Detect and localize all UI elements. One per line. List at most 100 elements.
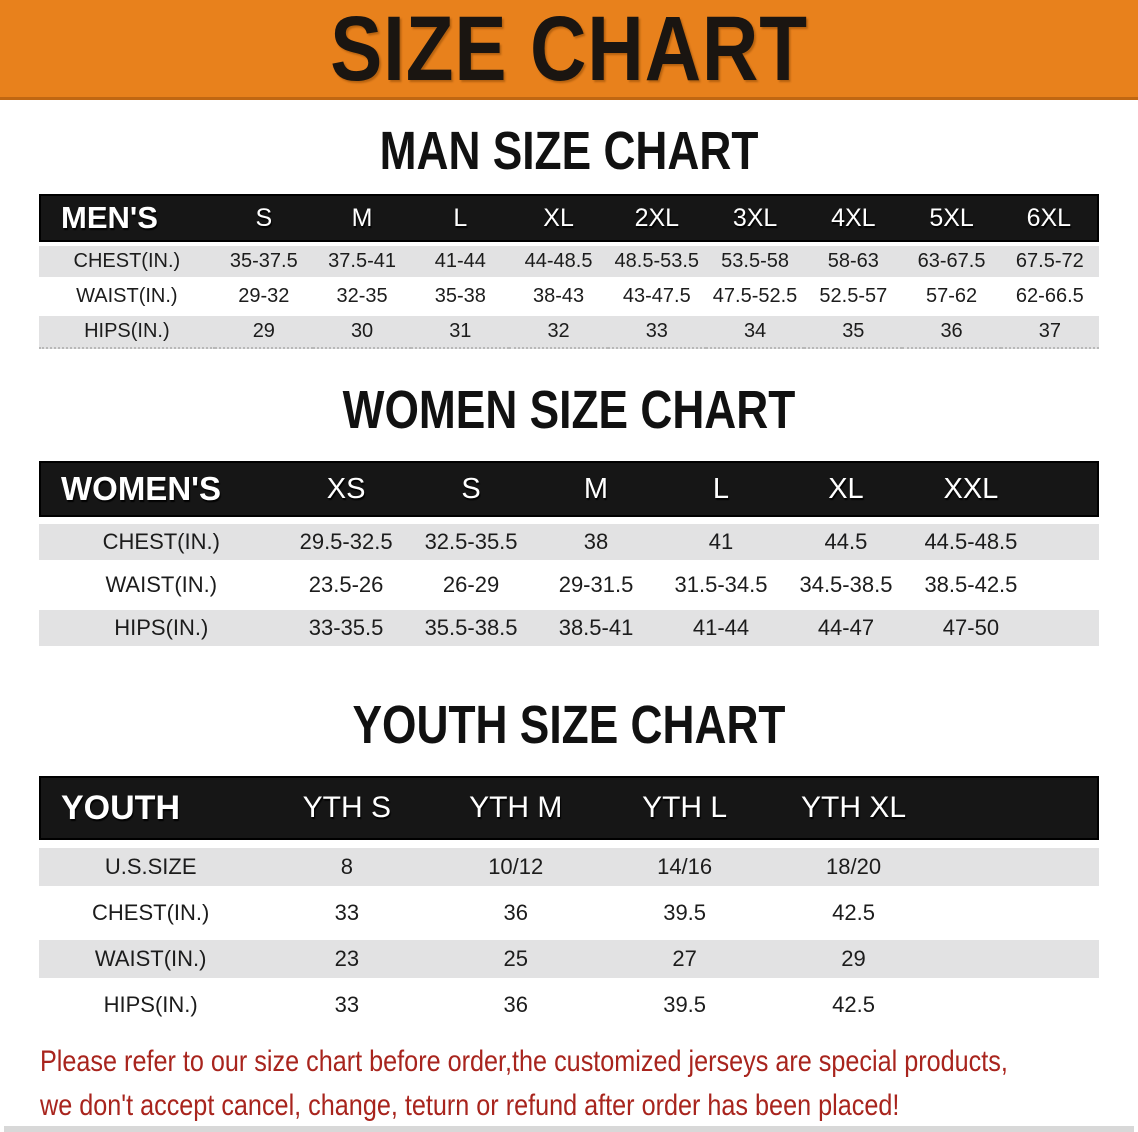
size-column-header: YTH S bbox=[262, 776, 432, 840]
size-value-cell: 44-47 bbox=[783, 603, 909, 646]
row-label: HIPS(IN.) bbox=[39, 978, 263, 1024]
table-row: HIPS(IN.) 29 30 31 32 33 34 35 36 37 bbox=[39, 312, 1099, 349]
table-row: WAIST(IN.) 23.5-26 26-29 29-31.5 31.5-34.5 34… bbox=[39, 560, 1099, 603]
size-value-cell: 35 bbox=[804, 312, 903, 349]
header-filler-cell bbox=[1033, 461, 1099, 517]
women-section-heading-text: WOMEN SIZE CHART bbox=[342, 380, 796, 440]
filler-cell bbox=[1033, 560, 1099, 603]
youth-size-section: YOUTH SIZE CHART YOUTH YTH S YTH M YTH L YTH… bbox=[0, 698, 1138, 1024]
man-section-heading: MAN SIZE CHART bbox=[0, 124, 1138, 178]
size-value-cell: 25 bbox=[431, 932, 601, 978]
filler-cell bbox=[938, 932, 1099, 978]
bottom-edge-strip bbox=[4, 1126, 1134, 1132]
size-column-header: 4XL bbox=[804, 194, 903, 242]
size-value-cell: 36 bbox=[902, 312, 1001, 349]
size-value-cell: 36 bbox=[431, 886, 601, 932]
size-value-cell: 29 bbox=[769, 932, 938, 978]
size-value-cell: 36 bbox=[431, 978, 601, 1024]
size-value-cell: 33 bbox=[607, 312, 706, 349]
row-label: CHEST(IN.) bbox=[39, 242, 215, 277]
size-value-cell: 14/16 bbox=[600, 840, 770, 886]
header-filler-cell bbox=[938, 776, 1099, 840]
table-row: CHEST(IN.) 29.5-32.5 32.5-35.5 38 41 44.5 44.5… bbox=[39, 517, 1099, 560]
row-label: WAIST(IN.) bbox=[39, 277, 215, 312]
size-value-cell: 37 bbox=[1000, 312, 1099, 349]
table-row: U.S.SIZE 8 10/12 14/16 18/20 bbox=[39, 840, 1099, 886]
size-value-cell: 29.5-32.5 bbox=[283, 517, 409, 560]
man-size-section: MAN SIZE CHART MEN'S S M L XL 2XL 3XL 4XL 5XL 6XL… bbox=[0, 124, 1138, 349]
size-value-cell: 34.5-38.5 bbox=[783, 560, 909, 603]
size-value-cell: 23 bbox=[262, 932, 432, 978]
youth-section-heading: YOUTH SIZE CHART bbox=[0, 698, 1138, 752]
size-value-cell: 67.5-72 bbox=[1000, 242, 1099, 277]
size-value-cell: 33 bbox=[262, 886, 432, 932]
size-value-cell: 47-50 bbox=[908, 603, 1034, 646]
row-label: HIPS(IN.) bbox=[39, 603, 284, 646]
row-label: WAIST(IN.) bbox=[39, 932, 263, 978]
size-value-cell: 44-48.5 bbox=[509, 242, 608, 277]
size-value-cell: 41 bbox=[658, 517, 784, 560]
size-value-cell: 52.5-57 bbox=[804, 277, 903, 312]
size-value-cell: 32.5-35.5 bbox=[408, 517, 534, 560]
size-value-cell: 37.5-41 bbox=[312, 242, 412, 277]
size-value-cell: 30 bbox=[312, 312, 412, 349]
footer-note-line2: we don't accept cancel, change, teturn o… bbox=[40, 1089, 900, 1122]
row-label: CHEST(IN.) bbox=[39, 886, 263, 932]
size-chart-banner: SIZE CHART bbox=[0, 0, 1138, 100]
size-value-cell: 32-35 bbox=[312, 277, 412, 312]
filler-cell bbox=[1033, 517, 1099, 560]
size-value-cell: 39.5 bbox=[600, 886, 770, 932]
women-section-heading: WOMEN SIZE CHART bbox=[0, 383, 1138, 437]
row-label: WAIST(IN.) bbox=[39, 560, 284, 603]
size-column-header: 2XL bbox=[607, 194, 706, 242]
footer-note-line1: Please refer to our size chart before or… bbox=[40, 1045, 1008, 1078]
size-value-cell: 18/20 bbox=[769, 840, 938, 886]
size-value-cell: 8 bbox=[262, 840, 432, 886]
man-size-table: MEN'S S M L XL 2XL 3XL 4XL 5XL 6XL CHEST(IN.) 35-37… bbox=[39, 194, 1099, 349]
table-row: HIPS(IN.) 33 36 39.5 42.5 bbox=[39, 978, 1099, 1024]
size-column-header: XS bbox=[283, 461, 409, 517]
row-label: CHEST(IN.) bbox=[39, 517, 284, 560]
filler-cell bbox=[1033, 603, 1099, 646]
women-size-section: WOMEN SIZE CHART WOMEN'S XS S M L XL XXL CHEST(… bbox=[0, 383, 1138, 646]
size-value-cell: 29-31.5 bbox=[533, 560, 659, 603]
size-value-cell: 26-29 bbox=[408, 560, 534, 603]
size-value-cell: 29 bbox=[214, 312, 313, 349]
size-value-cell: 27 bbox=[600, 932, 770, 978]
size-column-header: YTH M bbox=[431, 776, 601, 840]
size-value-cell: 39.5 bbox=[600, 978, 770, 1024]
men-header-label: MEN'S bbox=[39, 194, 215, 242]
size-value-cell: 29-32 bbox=[214, 277, 313, 312]
size-chart-title: SIZE CHART bbox=[330, 0, 808, 100]
filler-cell bbox=[938, 978, 1099, 1024]
size-value-cell: 38-43 bbox=[509, 277, 608, 312]
size-column-header: L bbox=[658, 461, 784, 517]
row-label: U.S.SIZE bbox=[39, 840, 263, 886]
size-value-cell: 33-35.5 bbox=[283, 603, 409, 646]
size-value-cell: 62-66.5 bbox=[1000, 277, 1099, 312]
size-value-cell: 38.5-42.5 bbox=[908, 560, 1034, 603]
size-column-header: S bbox=[408, 461, 534, 517]
size-value-cell: 35.5-38.5 bbox=[408, 603, 534, 646]
size-value-cell: 41-44 bbox=[658, 603, 784, 646]
table-row: WAIST(IN.) 29-32 32-35 35-38 38-43 43-47.5 47.… bbox=[39, 277, 1099, 312]
table-row: WAIST(IN.) 23 25 27 29 bbox=[39, 932, 1099, 978]
size-column-header: 3XL bbox=[705, 194, 805, 242]
size-value-cell: 53.5-58 bbox=[705, 242, 805, 277]
filler-cell bbox=[938, 886, 1099, 932]
youth-header-label: YOUTH bbox=[39, 776, 263, 840]
size-value-cell: 44.5 bbox=[783, 517, 909, 560]
footer-note: Please refer to our size chart before or… bbox=[40, 1040, 1138, 1128]
size-value-cell: 32 bbox=[509, 312, 608, 349]
table-row: CHEST(IN.) 33 36 39.5 42.5 bbox=[39, 886, 1099, 932]
size-value-cell: 48.5-53.5 bbox=[607, 242, 706, 277]
size-value-cell: 31.5-34.5 bbox=[658, 560, 784, 603]
size-column-header: XL bbox=[783, 461, 909, 517]
size-value-cell: 38.5-41 bbox=[533, 603, 659, 646]
size-column-header: YTH L bbox=[600, 776, 770, 840]
size-value-cell: 57-62 bbox=[902, 277, 1001, 312]
youth-section-heading-text: YOUTH SIZE CHART bbox=[352, 695, 786, 755]
size-value-cell: 33 bbox=[262, 978, 432, 1024]
size-value-cell: 43-47.5 bbox=[607, 277, 706, 312]
